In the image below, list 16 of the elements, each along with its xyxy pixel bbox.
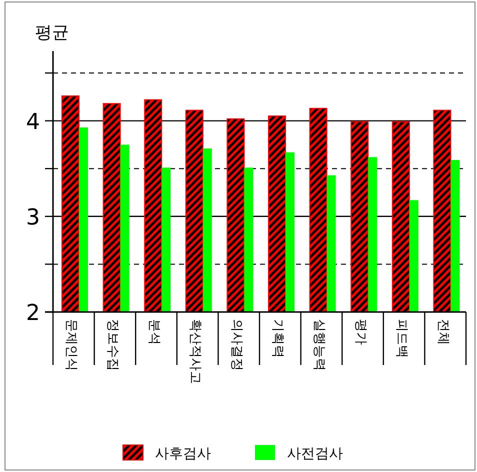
x-tick-label: 기획력 [270, 319, 286, 358]
legend-label: 사후검사 [155, 446, 211, 462]
legend-label: 사전검사 [287, 446, 343, 462]
x-tick-label: 의사결정 [228, 319, 244, 371]
x-tick-label: 전체 [435, 319, 450, 345]
x-tick-label: 정보수집 [104, 319, 120, 371]
x-tick-label: 문제인식 [64, 319, 79, 371]
y-axis-title: 평균 [35, 23, 69, 43]
x-tick-label: 실행능력 [311, 319, 326, 371]
y-tick-label: 3 [26, 205, 40, 230]
y-tick-label: 2 [26, 301, 40, 326]
x-tick-label: 확산적사고 [188, 319, 203, 384]
x-tick-label: 평가 [352, 319, 368, 345]
x-tick-label: 분석 [146, 319, 162, 345]
y-tick-label: 4 [26, 110, 40, 135]
x-tick-label: 피드백 [394, 319, 410, 358]
